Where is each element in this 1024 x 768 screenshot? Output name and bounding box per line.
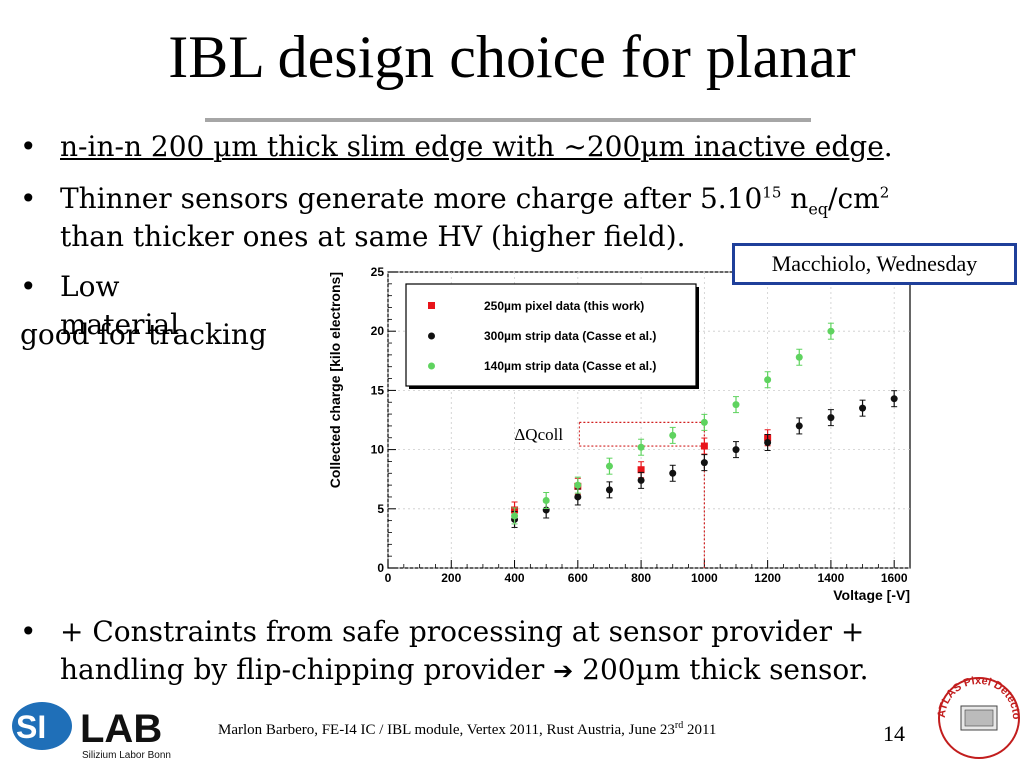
- logo-si: SI: [16, 709, 46, 745]
- data-point: [700, 459, 708, 467]
- bullet-3-continuation: good for tracking: [20, 318, 267, 351]
- y-tick-label: 10: [371, 443, 385, 457]
- bullet-1-period: .: [883, 130, 893, 163]
- x-tick-label: 400: [505, 571, 525, 585]
- bullet-glyph: •: [20, 182, 37, 215]
- data-point: [890, 395, 898, 403]
- legend-label: 300µm strip data (Casse et al.): [484, 329, 656, 343]
- bullet-4-line2: handling by flip-chipping provider: [60, 653, 554, 686]
- arrow-icon: ➔: [553, 657, 574, 685]
- x-tick-label: 1400: [818, 571, 845, 585]
- x-axis-label: Voltage [-V]: [833, 587, 910, 603]
- data-point: [637, 443, 645, 451]
- footer-year: 2011: [683, 722, 717, 738]
- bullet-3-text: Low material: [60, 270, 180, 341]
- data-point: [795, 422, 803, 430]
- footer-sup: rd: [674, 720, 684, 731]
- data-point: [764, 438, 772, 446]
- y-tick-label: 5: [377, 502, 384, 516]
- legend-marker: [428, 332, 435, 340]
- footer-main: Marlon Barbero, FE-I4 IC / IBL module, V…: [218, 722, 675, 738]
- x-tick-label: 1000: [691, 571, 718, 585]
- legend-shadow-right: [696, 287, 699, 389]
- bullet-glyph: •: [20, 615, 37, 648]
- bullet-glyph: •: [20, 130, 37, 163]
- legend-marker: [428, 302, 435, 309]
- slide-title: IBL design choice for planar: [168, 24, 856, 90]
- y-axis-label: Collected charge [kilo electrons]: [327, 272, 343, 488]
- page-number: 14: [883, 721, 905, 746]
- delta-qcoll-annotation: ΔQcoll: [514, 425, 563, 444]
- logo-lab: LAB: [80, 707, 162, 751]
- bullet-glyph: •: [20, 270, 37, 303]
- data-point: [605, 462, 613, 470]
- x-tick-label: 0: [385, 571, 392, 585]
- data-point: [637, 466, 645, 474]
- y-tick-label: 25: [371, 265, 385, 279]
- data-point: [511, 512, 519, 520]
- data-point: [637, 476, 645, 484]
- bullet-2-line2: than thicker ones at same HV (higher fie…: [60, 220, 686, 253]
- bullet-4-line2-end: 200µm thick sensor.: [573, 653, 869, 686]
- bullet-2-exp2: 2: [879, 183, 890, 202]
- data-point: [669, 431, 677, 439]
- y-tick-label: 0: [377, 561, 384, 575]
- data-point: [605, 486, 613, 494]
- x-tick-label: 800: [631, 571, 651, 585]
- x-tick-label: 600: [568, 571, 588, 585]
- bullet-4-line1: + Constraints from safe processing at se…: [60, 615, 865, 648]
- atlas-collaboration-badge: ATLAS Pixel Detector Collaboration: [935, 660, 1022, 759]
- legend-box: [405, 283, 697, 387]
- data-point: [859, 404, 867, 412]
- bullet-2-unit: /cm: [828, 182, 880, 215]
- data-point: [795, 353, 803, 361]
- x-tick-label: 1200: [754, 571, 781, 585]
- data-point: [700, 442, 708, 450]
- data-point: [542, 497, 550, 505]
- data-point: [574, 493, 582, 501]
- bullet-2-exp: 15: [762, 183, 782, 202]
- bullet-2-sub: eq: [808, 199, 829, 219]
- x-tick-label: 200: [441, 571, 461, 585]
- data-point: [574, 481, 582, 489]
- legend-marker: [428, 362, 435, 370]
- bullet-1-text: n-in-n 200 µm thick slim edge with ~200µ…: [60, 130, 884, 163]
- legend-label: 140µm strip data (Casse et al.): [484, 359, 656, 373]
- reference-callout: Macchiolo, Wednesday: [732, 243, 1017, 285]
- logo-subtitle: Silizium Labor Bonn: [82, 750, 171, 761]
- legend-shadow-bottom: [409, 386, 699, 389]
- x-tick-label: 1600: [881, 571, 908, 585]
- footer-text: Marlon Barbero, FE-I4 IC / IBL module, V…: [218, 720, 717, 739]
- data-point: [669, 469, 677, 477]
- bullet-2-text: Thinner sensors generate more charge aft…: [60, 182, 763, 215]
- data-point: [732, 446, 740, 454]
- data-point: [764, 376, 772, 384]
- bullet-2-n: n: [781, 182, 809, 215]
- title-underline: [205, 118, 811, 122]
- legend-label: 250µm pixel data (this work): [484, 299, 644, 313]
- y-tick-label: 15: [371, 383, 385, 397]
- charge-vs-voltage-chart: 0 200 400 600 800 1000 1200 1400 1600 0 5 10 15 20 25 V…: [327, 265, 911, 603]
- data-point: [732, 401, 740, 409]
- silab-logo: SI LAB Silizium Labor Bonn: [12, 702, 171, 761]
- data-point: [827, 414, 835, 422]
- y-tick-label: 20: [371, 324, 385, 338]
- data-point: [827, 327, 835, 335]
- data-point: [700, 418, 708, 426]
